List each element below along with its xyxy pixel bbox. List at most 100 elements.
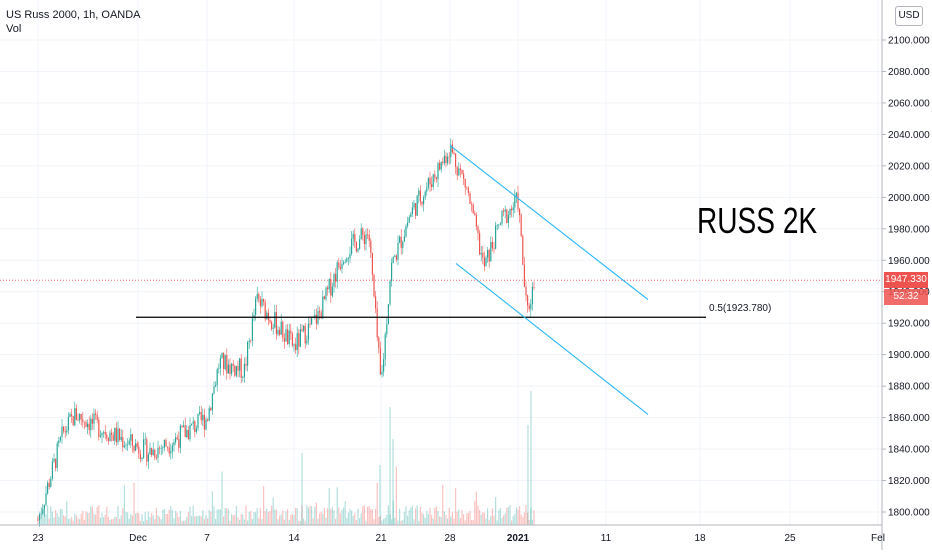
candle-body xyxy=(491,242,493,249)
volume-bar xyxy=(48,518,50,525)
volume-spike xyxy=(530,391,532,525)
volume-bar xyxy=(128,518,130,525)
volume-bar xyxy=(83,519,85,525)
candle-body xyxy=(261,298,263,307)
candle-body xyxy=(349,253,351,259)
candle-body xyxy=(459,168,461,171)
volume-bar xyxy=(386,514,388,525)
volume-bar xyxy=(167,513,169,525)
candle-body xyxy=(157,447,159,458)
candle-body xyxy=(507,215,509,223)
candle-body xyxy=(403,236,405,242)
volume-bar xyxy=(472,520,474,525)
candle-body xyxy=(240,358,242,378)
volume-bar xyxy=(239,519,241,525)
annotation-text[interactable]: RUSS 2K xyxy=(697,200,818,241)
candle-body xyxy=(272,327,274,329)
volume-bar xyxy=(330,508,332,525)
volume-bar xyxy=(114,516,116,525)
candle-body xyxy=(253,314,255,319)
volume-bar xyxy=(347,512,349,525)
candle-body xyxy=(322,296,324,319)
volume-bar xyxy=(365,520,367,525)
candle-body xyxy=(146,439,148,462)
volume-bar xyxy=(370,509,372,525)
volume-bar xyxy=(488,520,490,525)
volume-bar xyxy=(413,519,415,525)
volume-bar xyxy=(288,519,290,525)
volume-bar xyxy=(170,506,172,525)
candle-body xyxy=(152,449,154,456)
volume-bar xyxy=(139,520,141,525)
candle-body xyxy=(506,209,508,223)
volume-bar xyxy=(423,514,425,525)
candle-body xyxy=(488,249,490,262)
candle-body xyxy=(271,322,273,329)
candle-body xyxy=(397,242,399,260)
candle-body xyxy=(210,408,212,411)
volume-bar xyxy=(485,518,487,525)
volume-bar xyxy=(136,512,138,525)
volume-bar xyxy=(226,508,228,525)
volume-bar xyxy=(91,506,93,525)
volume-bar xyxy=(426,511,428,525)
volume-bar xyxy=(163,508,165,525)
volume-bar xyxy=(477,505,479,525)
volume-bar xyxy=(467,512,469,525)
volume-bar xyxy=(495,497,497,525)
volume-bar xyxy=(312,518,314,525)
volume-bar xyxy=(189,506,191,525)
volume-bar xyxy=(512,516,514,525)
candle-body xyxy=(114,427,116,441)
time-tick-label: Dec xyxy=(129,533,147,544)
volume-bar xyxy=(173,518,175,525)
candle-body xyxy=(440,162,442,170)
volume-bar xyxy=(435,506,437,525)
candle-body xyxy=(455,153,457,167)
candle-body xyxy=(386,324,388,335)
volume-bar xyxy=(371,509,373,525)
candle-body xyxy=(530,304,532,310)
volume-bar xyxy=(339,513,341,525)
currency-button[interactable]: USD xyxy=(895,6,923,26)
volume-bar xyxy=(269,511,271,525)
volume-bar xyxy=(307,507,309,525)
candle-body xyxy=(447,156,449,164)
volume-bar xyxy=(125,511,127,525)
volume-bar xyxy=(272,497,274,525)
volume-bar xyxy=(120,515,122,525)
volume-bar xyxy=(147,511,149,525)
volume-bar xyxy=(410,507,412,525)
volume-bar xyxy=(471,519,473,525)
candle-body xyxy=(472,204,474,214)
price-tick-label: 2040.000 xyxy=(888,130,930,141)
candle-body xyxy=(216,368,218,386)
volume-bar xyxy=(274,509,276,525)
volume-bar xyxy=(235,505,237,525)
volume-bar xyxy=(346,517,348,525)
candle-body xyxy=(368,234,370,241)
candle-body xyxy=(48,482,50,487)
volume-bar xyxy=(469,510,471,525)
volume-bar xyxy=(419,506,421,525)
candle-body xyxy=(67,416,69,431)
candle-body xyxy=(171,445,173,452)
candle-body xyxy=(381,371,383,375)
volume-bar xyxy=(507,507,509,525)
volume-bar xyxy=(499,507,501,525)
candle-body xyxy=(125,445,127,446)
volume-bar xyxy=(392,500,394,525)
volume-bar xyxy=(181,520,183,525)
candle-body xyxy=(419,190,421,202)
candle-body xyxy=(519,209,521,216)
candle-body xyxy=(347,258,349,259)
time-tick-label: 23 xyxy=(32,533,44,544)
candle-body xyxy=(275,311,277,335)
time-tick-label: 11 xyxy=(601,533,612,544)
volume-bar xyxy=(122,508,124,525)
candle-body xyxy=(483,257,485,267)
candle-body xyxy=(127,444,129,446)
candle-body xyxy=(464,178,466,188)
